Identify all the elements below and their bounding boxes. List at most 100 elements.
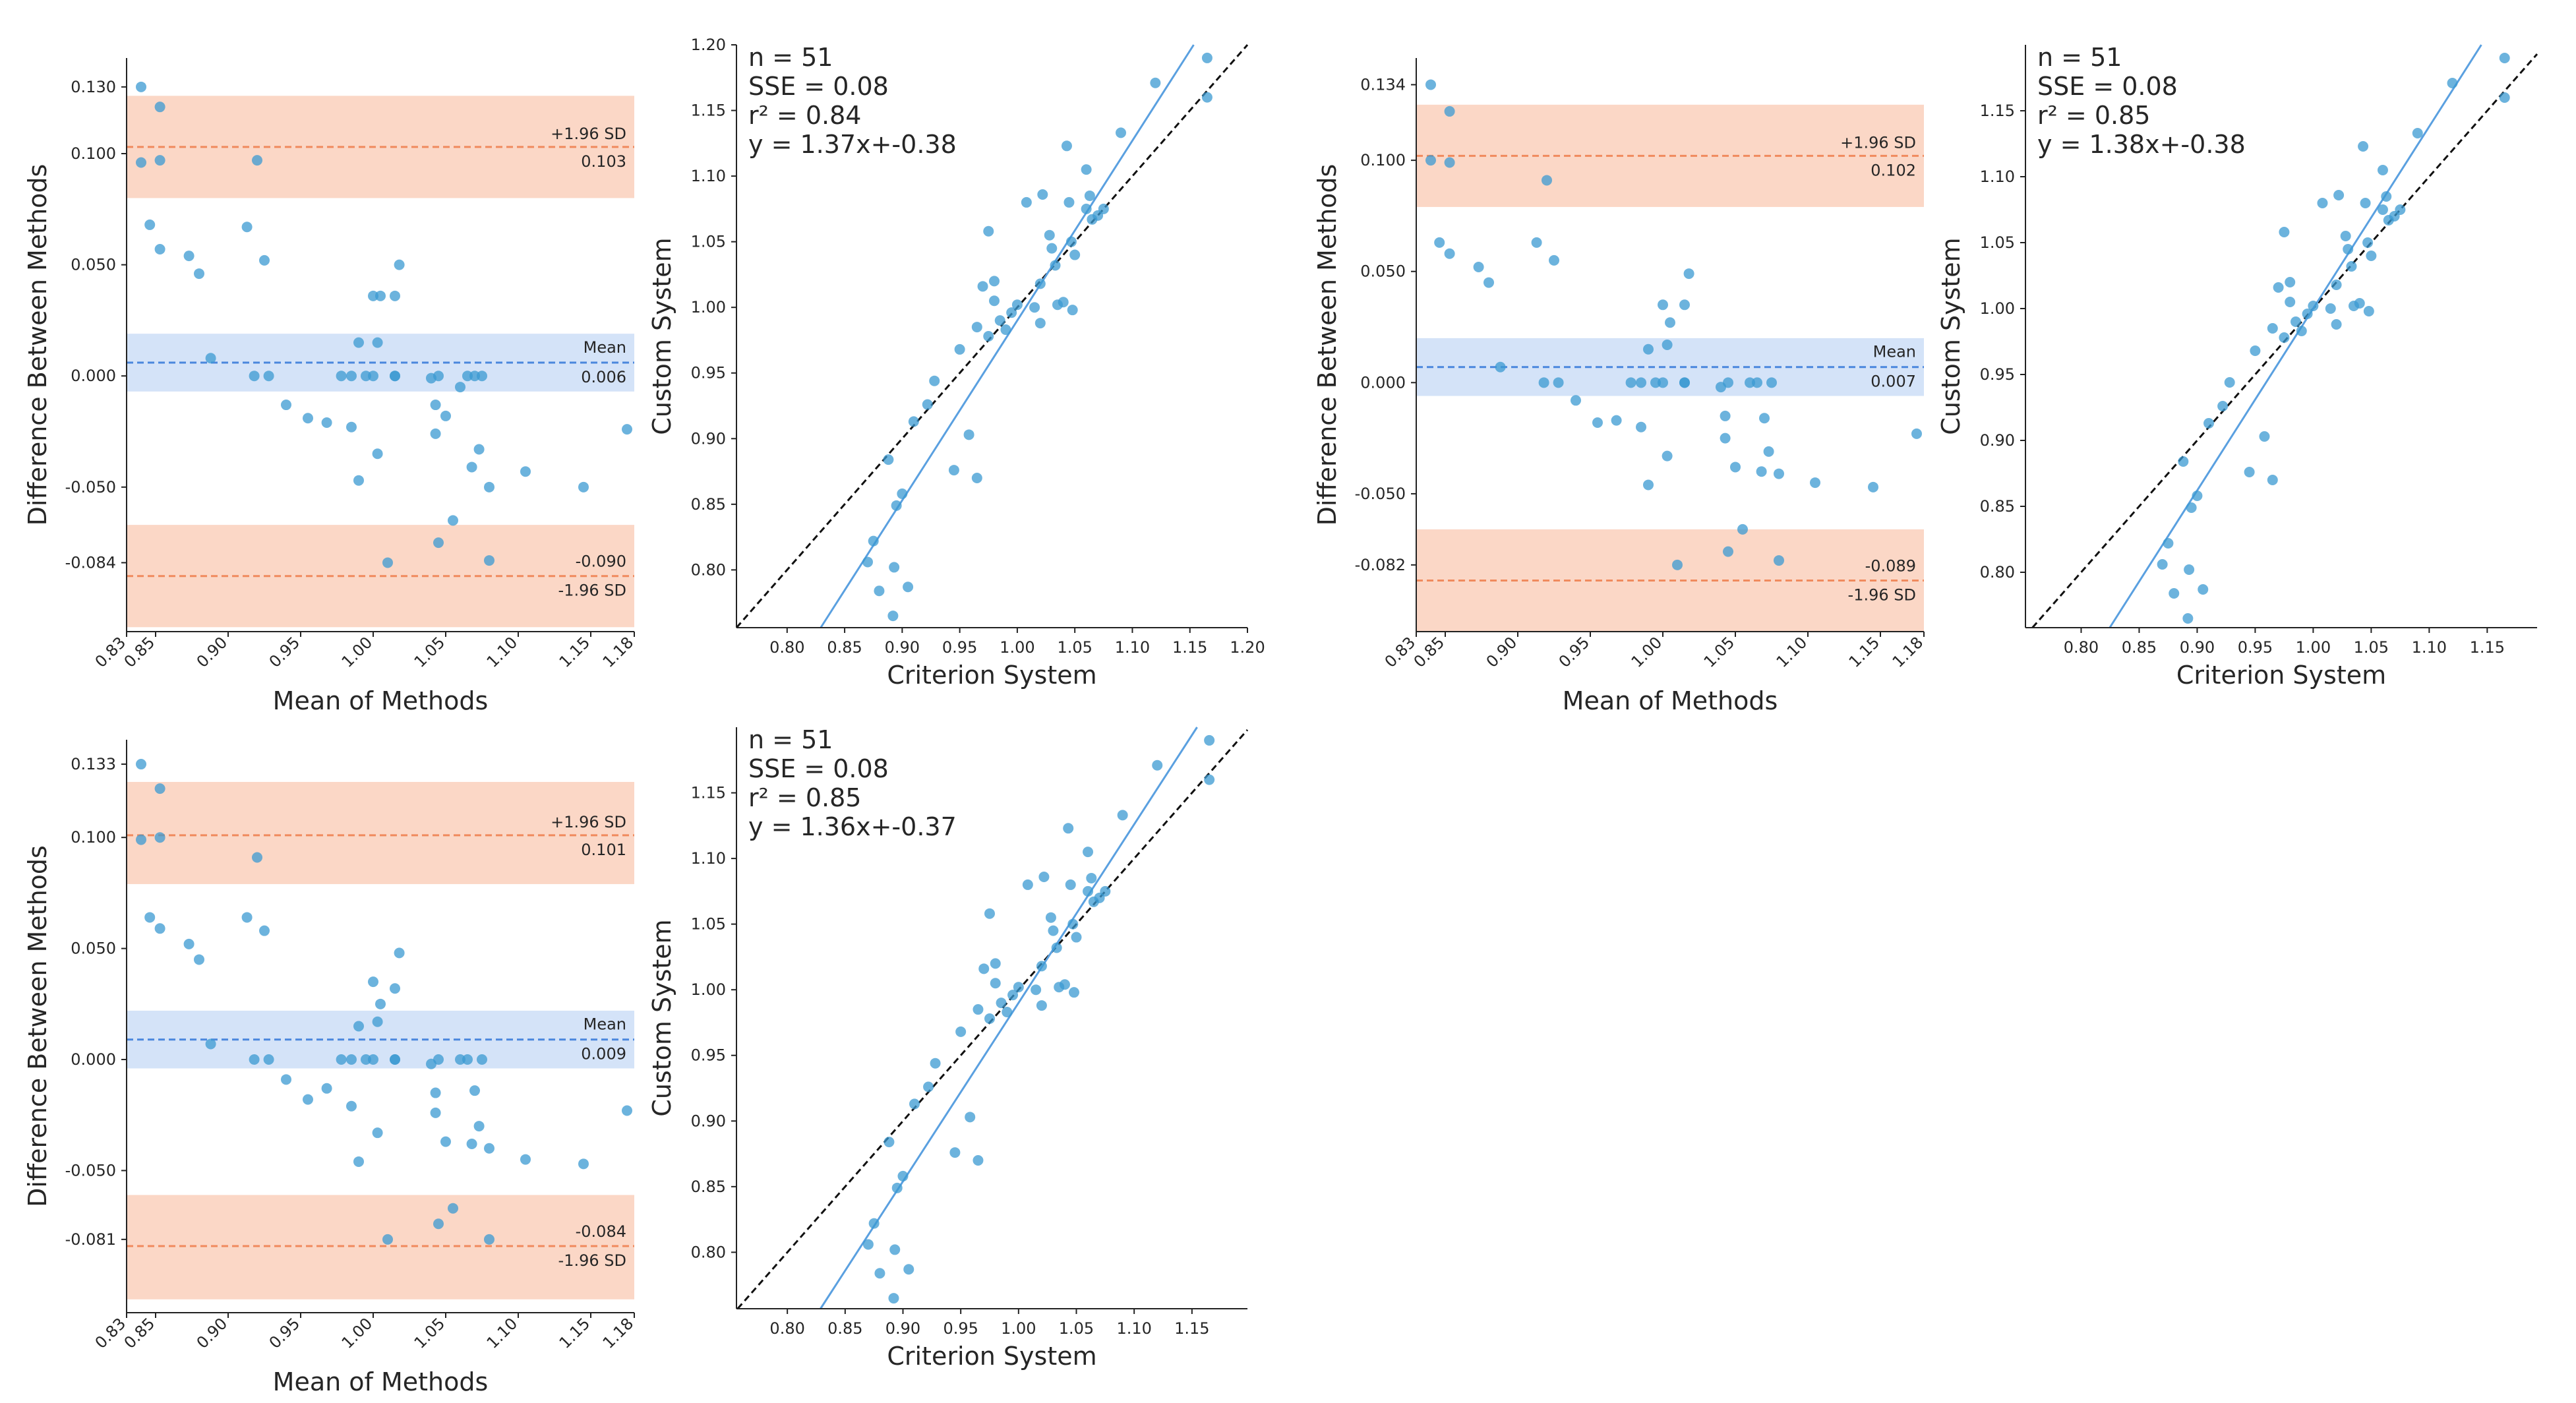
data-point	[1868, 481, 1878, 493]
data-point	[473, 444, 485, 455]
data-point	[1084, 190, 1095, 201]
x-tick-label: 0.80	[769, 1319, 804, 1338]
x-tick-label: 1.05	[1059, 1319, 1094, 1338]
data-point	[520, 1154, 531, 1165]
data-point	[949, 1147, 961, 1158]
data-point	[1538, 377, 1549, 388]
data-point	[259, 925, 270, 936]
x-tick-label: 0.83	[92, 1314, 130, 1352]
data-point	[2395, 204, 2406, 215]
data-point	[1204, 734, 1215, 746]
data-point	[2348, 301, 2359, 311]
data-point	[2279, 332, 2290, 343]
data-point	[954, 343, 965, 355]
data-point	[477, 1054, 487, 1065]
data-point	[144, 912, 156, 923]
data-point	[2279, 227, 2290, 237]
y-tick-label: 1.00	[691, 980, 726, 999]
x-tick-label: 1.00	[1628, 633, 1666, 671]
data-point	[372, 337, 383, 348]
data-point	[1037, 189, 1048, 200]
upper-loa-value: 0.101	[581, 841, 626, 859]
y-tick-label: 1.10	[691, 849, 726, 868]
data-point	[2358, 141, 2369, 152]
data-point	[1051, 942, 1062, 953]
y-tick-label: 0.000	[71, 367, 116, 385]
y-axis-title: Difference Between Methods	[23, 845, 52, 1207]
data-point	[903, 582, 914, 593]
y-tick-label: 1.05	[691, 915, 726, 934]
x-tick-label: 1.10	[1115, 638, 1150, 657]
data-point	[394, 947, 405, 959]
data-point	[1425, 79, 1436, 90]
data-point	[1444, 248, 1455, 259]
data-point	[990, 978, 1001, 989]
regression-line	[2109, 44, 2482, 628]
upper-loa-ci-band	[127, 781, 634, 884]
data-point	[2186, 502, 2197, 513]
data-point	[1636, 377, 1646, 388]
data-point	[888, 1293, 899, 1304]
data-point	[368, 1054, 378, 1065]
x-axis-title: Mean of Methods	[1563, 686, 1778, 715]
data-point	[462, 371, 473, 382]
y-axis-title: Custom System	[647, 237, 676, 434]
lower-loa-value: -0.089	[1865, 556, 1916, 575]
data-point	[484, 555, 494, 566]
data-point	[372, 448, 383, 460]
data-point	[1542, 175, 1552, 186]
data-point	[1683, 268, 1694, 280]
data-point	[1036, 961, 1047, 972]
data-point	[1720, 410, 1731, 421]
data-point	[2192, 491, 2203, 501]
data-point	[874, 585, 885, 597]
data-point	[578, 1158, 589, 1170]
y-tick-label: 1.10	[691, 167, 726, 185]
data-point	[1031, 984, 1042, 996]
data-point	[466, 1139, 477, 1150]
y-tick-label: 0.95	[1980, 365, 2015, 384]
data-point	[2499, 53, 2510, 63]
x-tick-label: 0.85	[827, 1319, 862, 1338]
stats-line: SSE = 0.08	[748, 72, 889, 101]
y-tick-label: 1.20	[691, 36, 726, 54]
data-point	[466, 462, 477, 473]
data-point	[1002, 1007, 1013, 1018]
x-tick-label: 1.05	[2354, 638, 2389, 657]
data-point	[1531, 237, 1542, 248]
x-tick-label: 1.20	[1230, 638, 1265, 657]
data-point	[862, 1239, 874, 1250]
data-point	[2198, 584, 2209, 595]
data-point	[205, 1038, 216, 1050]
data-point	[1483, 277, 1494, 288]
y-tick-label: 0.95	[691, 364, 726, 382]
data-point	[390, 290, 400, 301]
data-point	[372, 1127, 383, 1139]
data-point	[1774, 468, 1784, 479]
x-tick-label: 1.05	[1057, 638, 1092, 657]
data-point	[249, 371, 260, 382]
data-point	[2178, 456, 2189, 467]
y-axis-title: Custom System	[647, 919, 676, 1116]
lower-loa-label: -1.96 SD	[558, 582, 626, 600]
x-tick-label: 0.90	[885, 638, 920, 657]
data-point	[868, 1218, 880, 1229]
data-point	[433, 1054, 444, 1065]
stats-line: n = 51	[748, 43, 833, 72]
data-point	[1774, 555, 1784, 566]
data-point	[1672, 559, 1683, 570]
data-point	[2267, 323, 2278, 334]
y-tick-label: -0.082	[1355, 556, 1406, 574]
data-point	[1029, 302, 1040, 313]
data-point	[1723, 377, 1733, 388]
data-point	[922, 399, 933, 410]
data-point	[2363, 306, 2374, 316]
data-point	[1425, 155, 1436, 166]
data-point	[440, 410, 451, 421]
data-point	[154, 783, 165, 794]
x-tick-label: 0.80	[769, 638, 804, 657]
y-tick-label: 0.85	[691, 495, 726, 514]
x-tick-label: 0.90	[885, 1319, 920, 1338]
data-point	[1065, 879, 1076, 890]
x-tick-label: 1.15	[1174, 1319, 1209, 1338]
